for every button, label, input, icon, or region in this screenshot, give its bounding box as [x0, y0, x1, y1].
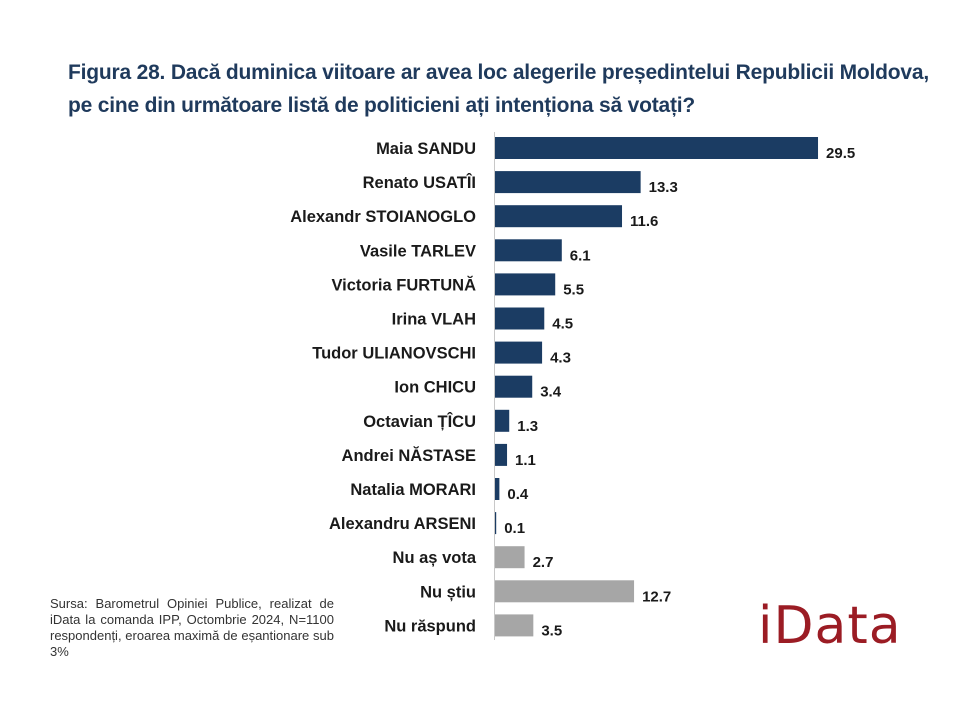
bar — [495, 478, 500, 500]
bar — [495, 375, 533, 398]
bar — [495, 137, 819, 159]
value-label: 13.3 — [649, 179, 678, 196]
category-label: Ion CHICU — [394, 379, 476, 397]
value-label: 6.1 — [570, 247, 591, 264]
value-label: 3.4 — [540, 384, 562, 401]
category-label: Vasile TARLEV — [360, 242, 476, 260]
category-label: Octavian ȚÎCU — [363, 412, 476, 431]
value-label: 5.5 — [563, 281, 584, 298]
category-label: Alexandr STOIANOGLO — [290, 208, 476, 226]
bar — [495, 512, 497, 535]
category-label: Natalia MORARI — [350, 481, 476, 499]
value-label: 3.5 — [541, 622, 562, 639]
bar — [495, 580, 635, 603]
category-label: Renato USATÎI — [363, 173, 476, 192]
value-label: 0.4 — [507, 486, 529, 503]
value-label: 12.7 — [642, 588, 671, 605]
bar — [495, 273, 556, 296]
value-label: 29.5 — [826, 145, 855, 162]
value-label: 11.6 — [630, 213, 658, 230]
category-label: Nu aș vota — [393, 549, 477, 567]
category-label: Nu știu — [420, 583, 476, 601]
category-label: Irina VLAH — [392, 311, 476, 329]
category-label: Andrei NĂSTASE — [342, 446, 476, 465]
bar — [495, 614, 534, 637]
bar — [495, 443, 508, 466]
bar — [495, 239, 562, 262]
value-label: 2.7 — [533, 554, 554, 571]
category-label: Maia SANDU — [376, 140, 476, 158]
bar — [495, 307, 545, 330]
bar — [495, 546, 525, 569]
source-note: Sursa: Barometrul Opiniei Publice, reali… — [50, 596, 334, 659]
category-label: Nu răspund — [384, 617, 476, 635]
bar — [495, 171, 641, 194]
category-label: Alexandru ARSENI — [329, 515, 476, 533]
bar — [495, 341, 543, 364]
chart-title: Figura 28. Dacă duminica viitoare ar ave… — [68, 61, 930, 117]
value-label: 0.1 — [504, 520, 525, 537]
bar — [495, 205, 623, 228]
bars-group: Maia SANDU 29.5 Renato USATÎI 13.3 Alexandr … — [290, 137, 855, 639]
value-label: 1.1 — [515, 452, 536, 469]
value-label: 4.3 — [550, 350, 571, 367]
value-label: 1.3 — [517, 418, 538, 435]
category-label: Tudor ULIANOVSCHI — [312, 345, 476, 363]
bar — [495, 409, 510, 432]
category-label: Victoria FURTUNĂ — [331, 275, 476, 294]
idata-logo: iData — [758, 596, 902, 656]
value-label: 4.5 — [552, 316, 573, 333]
